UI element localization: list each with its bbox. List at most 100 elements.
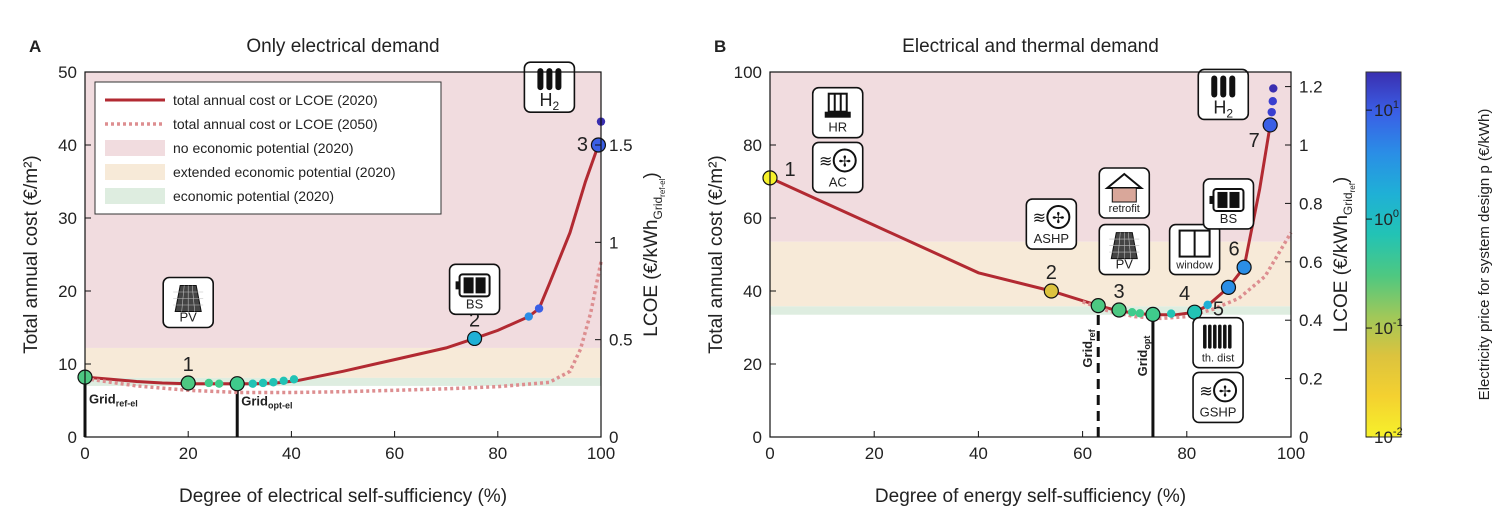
potential-band	[770, 306, 1291, 315]
data-point	[524, 312, 533, 321]
icon-label: BS	[1220, 211, 1238, 226]
icon-box	[1202, 178, 1255, 230]
colorbar-tick-exp: 1	[1393, 99, 1399, 111]
fan-icon	[832, 148, 857, 173]
icon-label: GSHP	[1200, 404, 1237, 419]
data-point	[1220, 279, 1237, 295]
data-point	[279, 376, 288, 385]
x-tick-label: 40	[969, 444, 988, 463]
y2-tick-label: 1	[1299, 136, 1308, 155]
y-tick-label: 40	[743, 282, 762, 301]
y2-tick-label: 0.4	[1299, 311, 1323, 330]
h2-tank-icon	[1220, 75, 1227, 98]
battery-cell	[1217, 191, 1228, 208]
radiator-icon	[1228, 324, 1232, 349]
y-tick-label: 80	[743, 136, 762, 155]
data-point	[466, 330, 483, 347]
colorbar-rect	[1365, 71, 1402, 438]
x-tick-label: 100	[587, 444, 615, 463]
y2-axis-label: LCOE (€/kWhGridref)	[1331, 177, 1357, 333]
brick-wall-icon	[1111, 187, 1137, 203]
colorbar-tick-exp: -1	[1393, 317, 1403, 329]
x-tick-label: 60	[1073, 444, 1092, 463]
y2-axis-label-sub: Grid	[651, 197, 665, 220]
icon-label-sub: 2	[1226, 106, 1233, 120]
data-point	[534, 304, 544, 313]
data-point	[269, 378, 278, 387]
legend-label: total annual cost or LCOE (2020)	[173, 92, 378, 108]
data-point	[248, 379, 257, 388]
x-tick-label: 20	[865, 444, 884, 463]
grid-marker-label: Gridref-el	[89, 392, 138, 409]
data-point	[1262, 117, 1278, 133]
y2-tick-label: 0.8	[1299, 194, 1323, 213]
data-point	[289, 375, 299, 384]
point-label: 4	[1179, 283, 1190, 305]
x-tick-label: 20	[179, 444, 198, 463]
data-point	[1111, 302, 1127, 318]
battery-terminal	[455, 281, 460, 290]
fan-blades-icon: ✢	[838, 153, 851, 170]
h2-tank-icon	[537, 68, 544, 91]
panel-letter: B	[714, 37, 726, 56]
legend: total annual cost or LCOE (2020) total an…	[94, 81, 442, 215]
series-line-2050	[84, 261, 603, 395]
fan-icon	[1213, 378, 1238, 403]
point-label: 2	[469, 309, 480, 331]
y2-tick-label: 0.5	[609, 331, 633, 350]
point-label: 1	[183, 354, 194, 376]
radiator-icon	[1203, 324, 1207, 349]
data-point	[1145, 306, 1161, 322]
data-point	[1127, 307, 1137, 317]
y2-axis-label-subsub: ref-el	[658, 178, 667, 196]
y2-axis-label-subsub: ref	[1348, 182, 1357, 192]
grid-marker-label: Gridref	[1080, 328, 1097, 367]
potential-band	[85, 377, 601, 386]
point-label: 7	[1249, 130, 1260, 152]
data-point	[1135, 309, 1145, 318]
grid-marker-sub: ref-el	[116, 399, 138, 409]
legend-swatch	[105, 140, 165, 156]
x-axis-label: Degree of energy self-sufficiency (%)	[875, 486, 1186, 507]
h2-tank-icon	[1229, 75, 1236, 98]
battery-cell	[475, 277, 486, 294]
grid-marker-sub: opt-el	[268, 401, 293, 411]
point-label: 3	[1114, 281, 1125, 303]
icon-label: PV	[180, 310, 198, 325]
wave-icon: ≋	[1199, 383, 1212, 400]
icon-label: retrofit	[1109, 203, 1140, 215]
x-tick-label: 80	[488, 444, 507, 463]
h2-tank-icon	[555, 68, 562, 91]
data-point	[1203, 300, 1212, 310]
data-point	[180, 375, 196, 391]
axes-frame	[84, 71, 602, 438]
icon-label-sub: 2	[553, 99, 560, 113]
x-axis-label: Degree of electrical self-sufficiency (%…	[179, 486, 507, 507]
y-tick-label: 30	[58, 209, 77, 228]
y2-tick-label: 1.5	[609, 136, 633, 155]
y2-tick-label: 0.2	[1299, 370, 1323, 389]
data-point	[258, 378, 268, 388]
radiator-icon	[1223, 324, 1227, 349]
y2-tick-label: 1.2	[1299, 78, 1323, 97]
battery-terminal	[1209, 195, 1214, 204]
y-tick-label: 10	[58, 355, 77, 374]
data-point	[204, 378, 214, 388]
icon-label: AC	[829, 174, 847, 189]
chart-title: Electrical and thermal demand	[902, 36, 1159, 57]
y-axis-label: Total annual cost (€/m²)	[706, 155, 727, 354]
data-point	[1043, 283, 1059, 299]
colorbar-tick-label: 10-2	[1374, 426, 1403, 447]
point-label: 6	[1229, 238, 1240, 260]
point-label: 2	[1046, 262, 1057, 284]
icon-label: HR	[828, 120, 847, 135]
point-label: 5	[1213, 298, 1224, 320]
grid-marker-sub: opt	[1142, 336, 1152, 350]
grid-marker-label: Gridopt-el	[241, 394, 292, 411]
heater-base	[824, 111, 851, 118]
legend-label: economic potential (2020)	[173, 188, 334, 204]
y2-tick-label: 0	[609, 428, 618, 447]
